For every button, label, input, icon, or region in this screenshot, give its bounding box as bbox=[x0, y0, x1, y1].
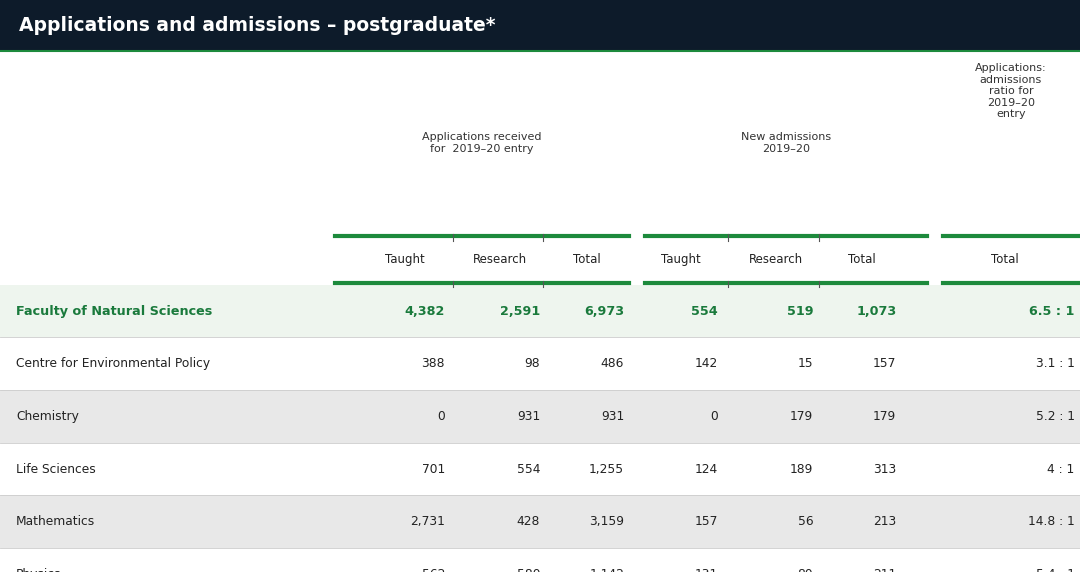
FancyBboxPatch shape bbox=[0, 443, 1080, 495]
Text: Total: Total bbox=[572, 253, 600, 266]
Text: 5.2 : 1: 5.2 : 1 bbox=[1036, 410, 1075, 423]
Text: 14.8 : 1: 14.8 : 1 bbox=[1028, 515, 1075, 528]
Text: 554: 554 bbox=[516, 463, 540, 475]
Text: Faculty of Natural Sciences: Faculty of Natural Sciences bbox=[16, 305, 213, 317]
Text: 3,159: 3,159 bbox=[590, 515, 624, 528]
Text: New admissions
2019–20: New admissions 2019–20 bbox=[741, 132, 832, 154]
Text: 211: 211 bbox=[873, 568, 896, 572]
Text: Chemistry: Chemistry bbox=[16, 410, 79, 423]
Text: Applications:
admissions
ratio for
2019–20
entry: Applications: admissions ratio for 2019–… bbox=[975, 63, 1047, 120]
Text: 5.4 : 1: 5.4 : 1 bbox=[1036, 568, 1075, 572]
Text: 554: 554 bbox=[691, 305, 718, 317]
Text: 157: 157 bbox=[694, 515, 718, 528]
Text: 931: 931 bbox=[600, 410, 624, 423]
Text: 131: 131 bbox=[694, 568, 718, 572]
Text: 179: 179 bbox=[873, 410, 896, 423]
Text: 0: 0 bbox=[437, 410, 445, 423]
Text: 213: 213 bbox=[873, 515, 896, 528]
Text: 388: 388 bbox=[421, 358, 445, 370]
Text: Research: Research bbox=[748, 253, 802, 266]
Text: 931: 931 bbox=[516, 410, 540, 423]
Text: 313: 313 bbox=[873, 463, 896, 475]
Text: Taught: Taught bbox=[661, 253, 700, 266]
Text: 1,142: 1,142 bbox=[590, 568, 624, 572]
FancyBboxPatch shape bbox=[0, 390, 1080, 443]
Text: 701: 701 bbox=[421, 463, 445, 475]
FancyBboxPatch shape bbox=[0, 495, 1080, 548]
Text: 1,255: 1,255 bbox=[589, 463, 624, 475]
FancyBboxPatch shape bbox=[0, 548, 1080, 572]
Text: Centre for Environmental Policy: Centre for Environmental Policy bbox=[16, 358, 211, 370]
Text: 56: 56 bbox=[798, 515, 813, 528]
Text: 4 : 1: 4 : 1 bbox=[1048, 463, 1075, 475]
Text: 6.5 : 1: 6.5 : 1 bbox=[1029, 305, 1075, 317]
Text: 486: 486 bbox=[600, 358, 624, 370]
Text: Mathematics: Mathematics bbox=[16, 515, 95, 528]
FancyBboxPatch shape bbox=[0, 285, 1080, 337]
Text: 124: 124 bbox=[694, 463, 718, 475]
Text: Total: Total bbox=[848, 253, 876, 266]
Text: Life Sciences: Life Sciences bbox=[16, 463, 96, 475]
Text: Applications and admissions – postgraduate*: Applications and admissions – postgradua… bbox=[19, 16, 496, 35]
Text: 2,591: 2,591 bbox=[500, 305, 540, 317]
Text: 562: 562 bbox=[421, 568, 445, 572]
Text: Physics: Physics bbox=[16, 568, 62, 572]
Text: 4,382: 4,382 bbox=[405, 305, 445, 317]
Text: Total: Total bbox=[990, 253, 1018, 266]
Text: 98: 98 bbox=[525, 358, 540, 370]
Text: 179: 179 bbox=[789, 410, 813, 423]
Text: 15: 15 bbox=[798, 358, 813, 370]
Text: 2,731: 2,731 bbox=[410, 515, 445, 528]
Text: 519: 519 bbox=[786, 305, 813, 317]
FancyBboxPatch shape bbox=[0, 337, 1080, 390]
Text: 1,073: 1,073 bbox=[856, 305, 896, 317]
Text: 142: 142 bbox=[694, 358, 718, 370]
Text: 580: 580 bbox=[516, 568, 540, 572]
Text: Research: Research bbox=[473, 253, 527, 266]
Text: 189: 189 bbox=[789, 463, 813, 475]
Text: Taught: Taught bbox=[386, 253, 424, 266]
Text: Applications received
for  2019–20 entry: Applications received for 2019–20 entry bbox=[422, 132, 541, 154]
FancyBboxPatch shape bbox=[0, 0, 1080, 51]
Text: 428: 428 bbox=[516, 515, 540, 528]
Text: 3.1 : 1: 3.1 : 1 bbox=[1036, 358, 1075, 370]
Text: 0: 0 bbox=[711, 410, 718, 423]
Text: 80: 80 bbox=[798, 568, 813, 572]
Text: 157: 157 bbox=[873, 358, 896, 370]
Text: 6,973: 6,973 bbox=[584, 305, 624, 317]
